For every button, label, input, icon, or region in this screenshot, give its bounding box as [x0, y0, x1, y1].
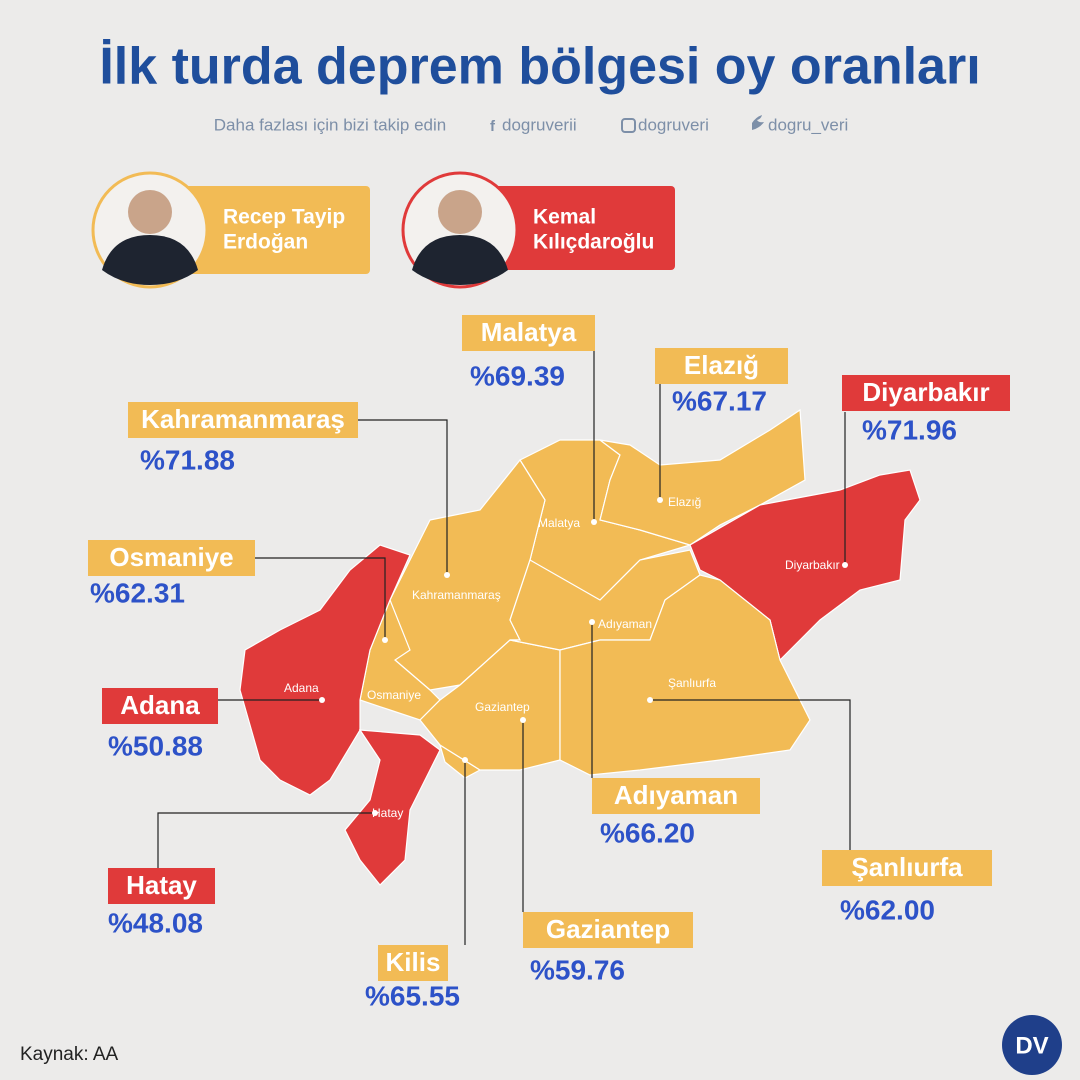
province-box — [128, 402, 358, 438]
province-name: Osmaniye — [109, 542, 233, 572]
leader-dot — [842, 562, 848, 568]
leader-dot — [462, 757, 468, 763]
map-label: Adana — [284, 681, 319, 695]
leader-dot — [520, 717, 526, 723]
province-value: %69.39 — [470, 360, 565, 391]
leader-dot — [382, 637, 388, 643]
province-value: %48.08 — [108, 907, 203, 938]
candidate-name: Kılıçdaroğlu — [533, 231, 654, 254]
candidate-name: Erdoğan — [223, 231, 308, 254]
province-box — [462, 315, 595, 351]
candidate-name: Recep Tayip — [223, 206, 345, 229]
province-value: %67.17 — [672, 385, 767, 416]
province-box — [592, 778, 760, 814]
photo-head — [438, 190, 482, 234]
source: Kaynak: AA — [20, 1044, 119, 1065]
leader-line — [255, 557, 386, 640]
candidate-card — [490, 186, 675, 270]
province-shape — [559, 574, 811, 776]
leader-line — [650, 699, 851, 850]
province-box — [842, 375, 1010, 411]
social-handle[interactable]: dogruverii — [502, 115, 577, 134]
leader-dot — [591, 519, 597, 525]
province-name: Malatya — [481, 317, 577, 347]
leader-dot — [372, 810, 378, 816]
facebook-icon: f — [490, 118, 496, 135]
leader-dot — [444, 572, 450, 578]
leader-dot — [589, 619, 595, 625]
province-name: Adana — [120, 690, 200, 720]
province-value: %59.76 — [530, 954, 625, 985]
province-value: %66.20 — [600, 817, 695, 848]
province-name: Elazığ — [684, 350, 759, 380]
province-value: %65.55 — [365, 980, 460, 1011]
leader-line — [157, 812, 375, 868]
title: İlk turda deprem bölgesi oy oranları — [99, 38, 980, 96]
province-box — [102, 688, 218, 724]
logo — [1002, 1015, 1062, 1075]
leader-dot — [319, 697, 325, 703]
province-value: %62.00 — [840, 894, 935, 925]
province-name: Adıyaman — [614, 780, 738, 810]
leader-dot — [657, 497, 663, 503]
map-label: Şanlıurfa — [668, 676, 716, 690]
instagram-icon — [621, 118, 636, 133]
map-label: Kahramanmaraş — [412, 588, 501, 602]
leader-dot — [647, 697, 653, 703]
photo-body — [412, 235, 508, 285]
province-name: Hatay — [126, 870, 197, 900]
province-name: Kahramanmaraş — [141, 404, 345, 434]
province-shape — [239, 544, 411, 796]
candidate-card — [180, 186, 370, 274]
province-box — [108, 868, 215, 904]
province-box — [655, 348, 788, 384]
province-name: Kilis — [386, 947, 441, 977]
province-name: Gaziantep — [546, 914, 670, 944]
map-label: Adıyaman — [598, 617, 652, 631]
subtitle: Daha fazlası için bizi takip edin — [214, 115, 446, 134]
photo-head — [128, 190, 172, 234]
province-value: %62.31 — [90, 577, 185, 608]
map-label: Diyarbakır — [785, 558, 840, 572]
social-handle[interactable]: dogruveri — [638, 115, 709, 134]
map-label: Elazığ — [668, 495, 701, 509]
twitter-icon — [752, 115, 764, 130]
province-value: %71.96 — [862, 414, 957, 445]
province-value: %71.88 — [140, 444, 235, 475]
province-shape — [344, 729, 441, 886]
province-box — [378, 945, 448, 981]
photo-body — [102, 235, 198, 285]
province-box — [88, 540, 255, 576]
province-box — [822, 850, 992, 886]
map: Malatya Elazığ Diyarbakır Kahramanmaraş Osma… — [239, 408, 921, 886]
province-name: Diyarbakır — [862, 377, 989, 407]
province-value: %50.88 — [108, 730, 203, 761]
province-name: Şanlıurfa — [851, 852, 963, 882]
map-label: Osmaniye — [367, 688, 421, 702]
logo-text: DV — [1015, 1032, 1048, 1059]
leader-line — [358, 419, 448, 575]
social-handle[interactable]: dogru_veri — [768, 115, 848, 134]
map-label: Malatya — [538, 516, 580, 530]
map-label: Gaziantep — [475, 700, 530, 714]
candidate-name: Kemal — [533, 206, 596, 229]
province-box — [523, 912, 693, 948]
map-label: Hatay — [372, 806, 403, 820]
